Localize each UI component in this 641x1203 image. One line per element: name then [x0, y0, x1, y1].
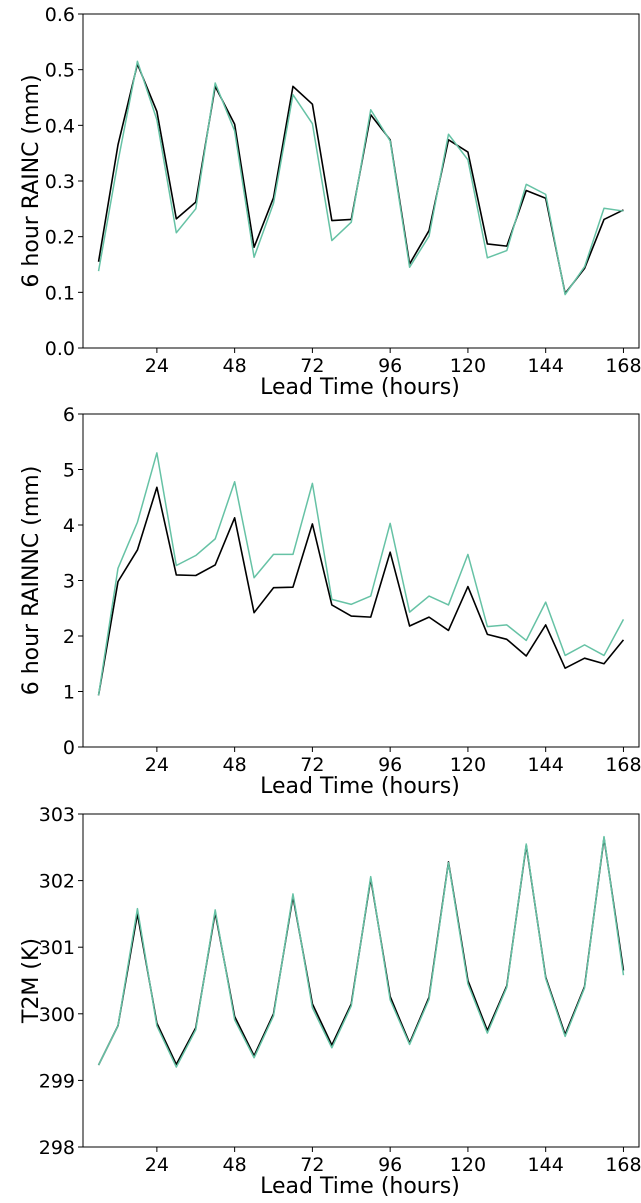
- series-line-green: [97, 835, 625, 1068]
- y-tick-label: 300: [39, 1004, 75, 1026]
- y-tick-label: 0.6: [45, 4, 75, 26]
- x-tick-label: 168: [605, 355, 641, 377]
- x-tick-label: 48: [223, 1154, 247, 1176]
- x-tick-label: 120: [450, 355, 486, 377]
- y-tick-label: 4: [63, 515, 75, 537]
- series-line-green: [97, 60, 624, 296]
- series-line-black: [97, 837, 625, 1066]
- y-tick-label: 303: [39, 804, 75, 826]
- x-tick-label: 96: [378, 355, 402, 377]
- chart-panel-2: 24 48 72 96 120 144 168 0 1 2 3 4 5 6 Lead Time (hours…: [19, 404, 641, 799]
- y-tick-label: 301: [39, 937, 75, 959]
- y-tick-label: 0.1: [45, 282, 75, 304]
- y-axis-label: 6 hour RAINC (mm): [19, 74, 44, 287]
- x-tick-label: 48: [223, 754, 247, 776]
- x-tick-label: 24: [145, 1154, 169, 1176]
- x-tick-label: 168: [605, 1154, 641, 1176]
- y-tick-label: 0.4: [45, 115, 75, 137]
- x-tick-label: 120: [450, 754, 486, 776]
- x-tick-label: 144: [528, 754, 564, 776]
- y-tick-label: 2: [63, 626, 75, 648]
- y-tick-label: 3: [63, 571, 75, 593]
- chart-panel-3: 24 48 72 96 120 144 168 298 299 300 301 302 303 Lead …: [19, 804, 641, 1199]
- x-tick-label: 96: [378, 1154, 402, 1176]
- x-tick-label: 144: [528, 355, 564, 377]
- y-tick-label: 1: [63, 682, 75, 704]
- x-tick-label: 168: [605, 754, 641, 776]
- y-tick-label: 0: [63, 737, 75, 759]
- x-tick-label: 24: [145, 754, 169, 776]
- y-tick-label: 5: [63, 460, 75, 482]
- y-axis-label: T2M (K): [19, 938, 44, 1024]
- x-axis-label: Lead Time (hours): [260, 774, 460, 799]
- plot-frame: [82, 413, 640, 748]
- x-axis-label: Lead Time (hours): [260, 1174, 460, 1199]
- plot-frame: [82, 813, 640, 1148]
- x-tick-label: 120: [450, 1154, 486, 1176]
- y-tick-label: 0.3: [45, 171, 75, 193]
- y-tick-label: 0.0: [45, 338, 75, 360]
- x-axis-label: Lead Time (hours): [260, 375, 460, 400]
- series-line-black: [97, 486, 625, 696]
- y-tick-label: 6: [63, 404, 75, 426]
- x-tick-label: 48: [223, 355, 247, 377]
- x-tick-label: 72: [300, 1154, 324, 1176]
- x-tick-label: 72: [300, 754, 324, 776]
- y-tick-label: 299: [39, 1070, 75, 1092]
- y-tick-label: 0.5: [45, 60, 75, 82]
- x-tick-label: 144: [528, 1154, 564, 1176]
- y-axis-label: 6 hour RAINNC (mm): [19, 466, 44, 696]
- y-tick-label: 302: [39, 871, 75, 893]
- x-tick-label: 72: [300, 355, 324, 377]
- series-line-green: [97, 452, 625, 696]
- y-tick-label: 0.2: [45, 227, 75, 249]
- y-tick-label: 298: [39, 1137, 75, 1159]
- x-tick-label: 96: [378, 754, 402, 776]
- chart-panel-1: 24 48 72 96 120 144 168 0.0 0.1 0.2 0.3 0.4 0.5 0.6 Le…: [19, 4, 641, 400]
- plot-frame: [82, 13, 640, 349]
- x-tick-label: 24: [145, 355, 169, 377]
- series-line-black: [97, 63, 624, 295]
